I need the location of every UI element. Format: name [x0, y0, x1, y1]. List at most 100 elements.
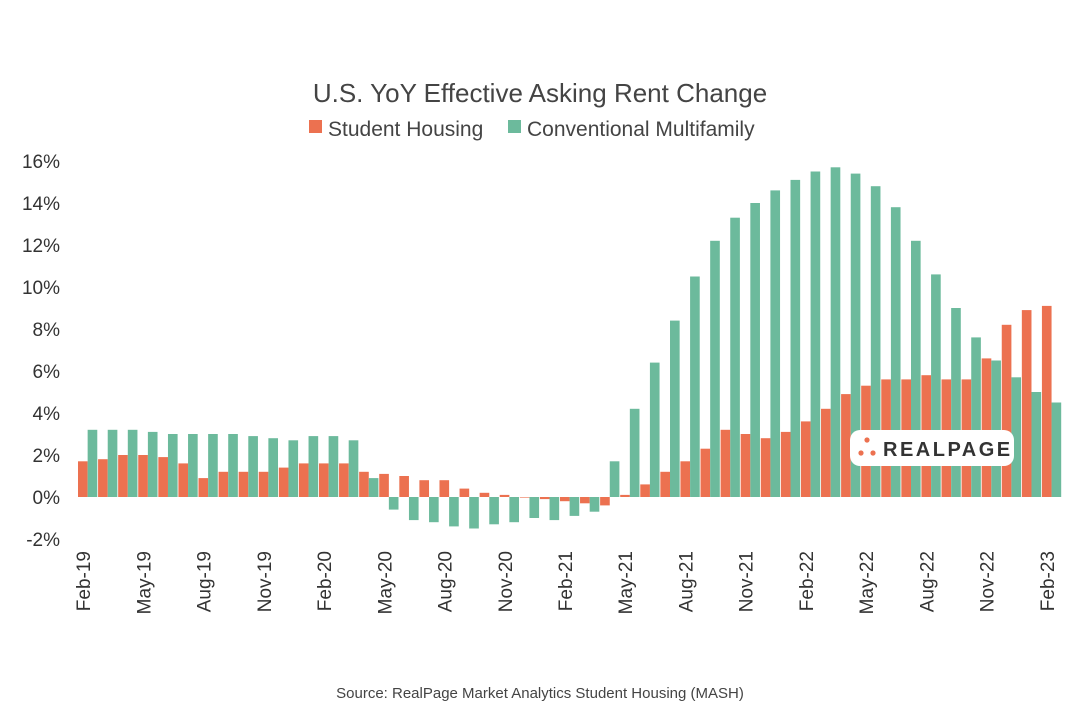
bar-student-housing	[439, 480, 450, 497]
bar-conventional-multifamily	[489, 497, 499, 525]
source-note: Source: RealPage Market Analytics Studen…	[336, 685, 744, 702]
bar-conventional-multifamily	[971, 337, 981, 497]
bar-student-housing	[158, 457, 168, 497]
bar-conventional-multifamily	[127, 429, 138, 497]
bar-conventional-multifamily	[649, 362, 660, 497]
bar-conventional-multifamily	[830, 167, 841, 498]
bar-conventional-multifamily	[890, 207, 901, 497]
bar-student-housing	[419, 480, 430, 497]
bar-student-housing	[359, 471, 369, 497]
y-tick-label: 6%	[33, 362, 61, 383]
x-tick-label: May-22	[857, 551, 878, 614]
bar-conventional-multifamily	[790, 179, 801, 497]
logo-dots-icon	[858, 437, 876, 456]
bar-conventional-multifamily	[208, 434, 218, 497]
bar-conventional-multifamily	[368, 478, 379, 497]
x-tick-label: May-20	[375, 551, 396, 614]
bar-conventional-multifamily	[690, 276, 700, 497]
bar-student-housing	[459, 488, 470, 497]
bar-conventional-multifamily	[629, 408, 640, 497]
bar-conventional-multifamily	[248, 436, 258, 497]
realpage-logo: REALPAGE	[850, 430, 1014, 466]
bar-conventional-multifamily	[951, 308, 961, 497]
bar-conventional-multifamily	[228, 434, 238, 497]
bar-conventional-multifamily	[910, 240, 921, 498]
x-axis: Feb-19 May-19 Aug-19 Nov-19 Feb-20 May-20 Aug-…	[74, 551, 1059, 614]
bar-student-housing	[1001, 324, 1012, 497]
x-tick-label: May-21	[616, 551, 637, 614]
bar-conventional-multifamily	[288, 440, 299, 497]
bar-conventional-multifamily	[730, 217, 740, 497]
bar-conventional-multifamily	[770, 190, 781, 497]
legend: Student Housing Conventional Multifamily	[309, 118, 755, 141]
bar-conventional-multifamily	[408, 497, 419, 521]
bar-conventional-multifamily	[188, 434, 198, 497]
legend-swatch-student-housing	[309, 120, 322, 133]
bar-conventional-multifamily	[167, 434, 178, 497]
bar-student-housing	[519, 497, 530, 498]
bar-conventional-multifamily	[670, 320, 680, 497]
bar-student-housing	[981, 358, 992, 497]
bar-student-housing	[620, 494, 630, 497]
bar-student-housing	[98, 459, 108, 497]
bar-conventional-multifamily	[449, 497, 459, 527]
bar-conventional-multifamily	[308, 436, 319, 497]
bar-student-housing	[720, 429, 731, 497]
bar-student-housing	[660, 471, 671, 497]
bar-student-housing	[238, 471, 249, 497]
bar-student-housing	[539, 497, 550, 500]
bar-conventional-multifamily	[609, 461, 620, 497]
bar-student-housing	[780, 431, 791, 497]
bar-conventional-multifamily	[750, 203, 760, 497]
x-tick-label: Feb-23	[1038, 551, 1059, 611]
bar-student-housing	[580, 497, 590, 504]
bar-conventional-multifamily	[1011, 377, 1022, 497]
bar-conventional-multifamily	[710, 240, 720, 498]
bar-conventional-multifamily	[147, 431, 158, 497]
bar-student-housing	[138, 455, 148, 497]
bar-conventional-multifamily	[328, 436, 339, 497]
bar-student-housing	[1041, 305, 1052, 497]
legend-swatch-conventional-multifamily	[508, 120, 521, 133]
bar-student-housing	[800, 421, 811, 497]
bar-student-housing	[258, 471, 269, 497]
x-tick-label: Aug-19	[195, 551, 216, 612]
legend-label-conventional-multifamily: Conventional Multifamily	[527, 118, 755, 141]
x-tick-label: Feb-22	[797, 551, 818, 611]
bar-conventional-multifamily	[509, 497, 519, 523]
bar-student-housing	[178, 463, 189, 497]
x-tick-label: May-19	[134, 551, 155, 614]
bar-student-housing	[559, 497, 570, 502]
bar-student-housing	[680, 461, 691, 497]
bar-student-housing	[700, 448, 711, 497]
x-tick-label: Aug-22	[918, 551, 939, 612]
bar-conventional-multifamily	[870, 186, 881, 497]
bar-student-housing	[821, 408, 831, 497]
y-axis: -2% 0% 2% 4% 6% 8% 10% 12% 14% 16%	[22, 152, 60, 551]
bar-conventional-multifamily	[589, 497, 600, 512]
bar-student-housing	[841, 394, 851, 497]
bar-student-housing	[479, 492, 490, 497]
bar-conventional-multifamily	[529, 497, 540, 518]
bar-student-housing	[78, 461, 88, 497]
x-tick-label: Nov-22	[978, 551, 999, 612]
x-tick-label: Feb-19	[74, 551, 95, 611]
bar-conventional-multifamily	[388, 497, 399, 510]
bar-conventional-multifamily	[850, 173, 861, 497]
bar-student-housing	[339, 463, 349, 497]
x-tick-label: Nov-19	[255, 551, 276, 612]
y-tick-label: 4%	[33, 404, 61, 425]
bar-conventional-multifamily	[810, 171, 821, 497]
bar-student-housing	[760, 438, 771, 497]
y-tick-label: 8%	[33, 320, 61, 341]
bars	[78, 167, 1062, 529]
bar-student-housing	[600, 497, 610, 506]
bar-student-housing	[318, 463, 329, 497]
bar-student-housing	[1021, 310, 1032, 497]
x-tick-label: Aug-21	[677, 551, 698, 612]
bar-conventional-multifamily	[991, 360, 1001, 497]
bar-student-housing	[278, 467, 289, 497]
bar-student-housing	[198, 478, 209, 497]
logo-text: REALPAGE	[883, 439, 1013, 461]
